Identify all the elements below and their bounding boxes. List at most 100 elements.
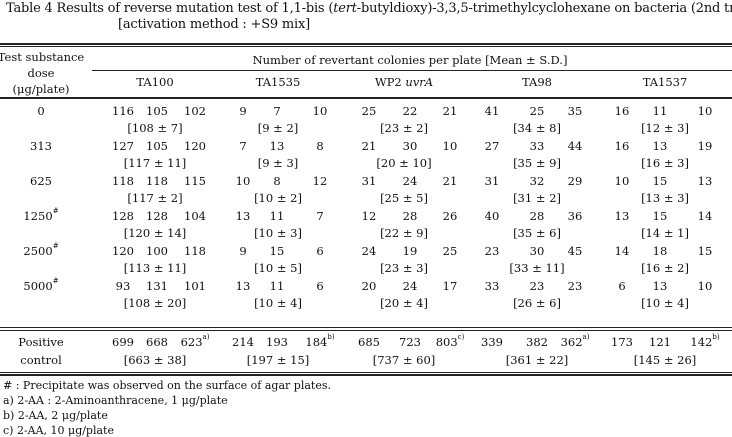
- colony-count: 31: [484, 174, 500, 188]
- mean-sd: [10 ± 4]: [641, 296, 689, 310]
- dose-cell: 0: [37, 104, 44, 118]
- footnote-b: b) 2-AA, 2 μg/plate: [3, 409, 108, 422]
- mean-sd: [34 ± 8]: [513, 121, 561, 135]
- colony-count: 28: [402, 209, 418, 223]
- footnote-ref: b): [327, 333, 335, 341]
- mean-sd: [31 ± 2]: [513, 191, 561, 205]
- colony-count: 23: [484, 244, 500, 258]
- top-rule: [0, 43, 732, 45]
- colony-count: 118: [184, 244, 206, 258]
- colony-count: 116: [112, 104, 134, 118]
- colony-count: 31: [361, 174, 377, 188]
- colony-count: 12: [361, 209, 377, 223]
- colony-count: 33: [484, 279, 500, 293]
- footnote-a: a) 2-AA : 2-Aminoanthracene, 1 μg/plate: [3, 394, 228, 407]
- mean-sd: [120 ± 14]: [123, 226, 187, 240]
- mean-sd: [13 ± 3]: [641, 191, 689, 205]
- colony-count: 13: [235, 279, 251, 293]
- mean-sd: [9 ± 3]: [257, 156, 299, 170]
- positive-rule-inner: [0, 330, 732, 331]
- top-rule-inner: [0, 46, 732, 47]
- colony-count: 10: [442, 139, 458, 153]
- mean-sd: [16 ± 3]: [641, 156, 689, 170]
- mean-sd: [20 ± 4]: [380, 296, 428, 310]
- count-value: 214: [232, 335, 254, 349]
- positive-colony-count: 803c): [435, 333, 465, 349]
- colony-count: 12: [312, 174, 328, 188]
- count-value: 184: [305, 335, 328, 349]
- colony-count: 120: [112, 244, 134, 258]
- colony-count: 127: [112, 139, 134, 153]
- colony-count: 6: [316, 279, 324, 293]
- mean-sd: [108 ± 7]: [127, 121, 183, 135]
- count-value: 668: [146, 335, 168, 349]
- dose-cell: 5000#: [23, 277, 58, 293]
- colony-count: 10: [697, 104, 713, 118]
- colony-count: 15: [652, 174, 668, 188]
- colony-count: 25: [442, 244, 458, 258]
- bottom-rule-outer: [0, 374, 732, 376]
- mean-sd: [16 ± 2]: [641, 261, 689, 275]
- count-value: 723: [399, 335, 421, 349]
- mean-sd: [33 ± 11]: [509, 261, 565, 275]
- colony-count: 14: [614, 244, 630, 258]
- colony-count: 6: [618, 279, 626, 293]
- mean-sd: [10 ± 3]: [254, 226, 302, 240]
- colony-count: 23: [529, 279, 545, 293]
- colony-count: 44: [567, 139, 583, 153]
- mean-sd: [23 ± 2]: [380, 121, 428, 135]
- colony-count: 7: [239, 139, 247, 153]
- count-value: 382: [526, 335, 548, 349]
- count-value: 623: [180, 335, 203, 349]
- colony-count: 16: [614, 104, 630, 118]
- positive-colony-count: 214: [232, 335, 254, 349]
- count-value: 121: [649, 335, 671, 349]
- mean-sd: [113 ± 11]: [123, 261, 187, 275]
- mean-sd: [35 ± 9]: [513, 156, 561, 170]
- colony-count: 28: [529, 209, 545, 223]
- count-value: 173: [611, 335, 633, 349]
- colony-count: 9: [239, 244, 247, 258]
- colony-count: 13: [697, 174, 713, 188]
- colony-count: 105: [146, 139, 168, 153]
- colony-count: 11: [269, 279, 285, 293]
- colony-count: 10: [312, 104, 328, 118]
- positive-label-1: Positive: [18, 335, 64, 349]
- count-value: 803: [435, 335, 458, 349]
- footnote-ref: c): [457, 333, 465, 341]
- header-rule: [0, 97, 732, 99]
- colony-count: 10: [235, 174, 251, 188]
- colony-count: 23: [567, 279, 583, 293]
- colony-count: 24: [361, 244, 377, 258]
- mean-sd: [117 ± 2]: [127, 191, 183, 205]
- colony-count: 30: [529, 244, 545, 258]
- title-text-suffix: -butyldioxy)-3,3,5-trimethylcyclohexane …: [356, 1, 732, 16]
- mean-sd: [35 ± 6]: [513, 226, 561, 240]
- colony-count: 11: [269, 209, 285, 223]
- positive-colony-count: 184b): [305, 333, 335, 349]
- title-italic: tert: [333, 1, 357, 16]
- colony-count: 101: [184, 279, 206, 293]
- group-rule: [92, 70, 732, 71]
- colony-count: 21: [361, 139, 377, 153]
- positive-colony-count: 173: [611, 335, 633, 349]
- colony-count: 13: [652, 279, 668, 293]
- footnote-ref: a): [582, 333, 590, 341]
- colony-count: 13: [269, 139, 285, 153]
- mean-sd: [10 ± 5]: [254, 261, 302, 275]
- strain-header: TA1537: [643, 75, 688, 89]
- strain-name: WP2: [374, 75, 406, 89]
- dose-header-3: (μg/plate): [12, 82, 70, 96]
- colony-count: 35: [567, 104, 583, 118]
- colony-count: 7: [316, 209, 324, 223]
- colony-count: 128: [146, 209, 168, 223]
- strain-name: TA98: [522, 75, 552, 89]
- colony-count: 120: [184, 139, 206, 153]
- mean-sd: [10 ± 4]: [254, 296, 302, 310]
- mean-sd: [26 ± 6]: [513, 296, 561, 310]
- colony-count: 26: [442, 209, 458, 223]
- colony-count: 6: [316, 244, 324, 258]
- dose-value: 1250: [23, 209, 53, 223]
- mean-sd: [10 ± 2]: [254, 191, 302, 205]
- colony-count: 115: [184, 174, 206, 188]
